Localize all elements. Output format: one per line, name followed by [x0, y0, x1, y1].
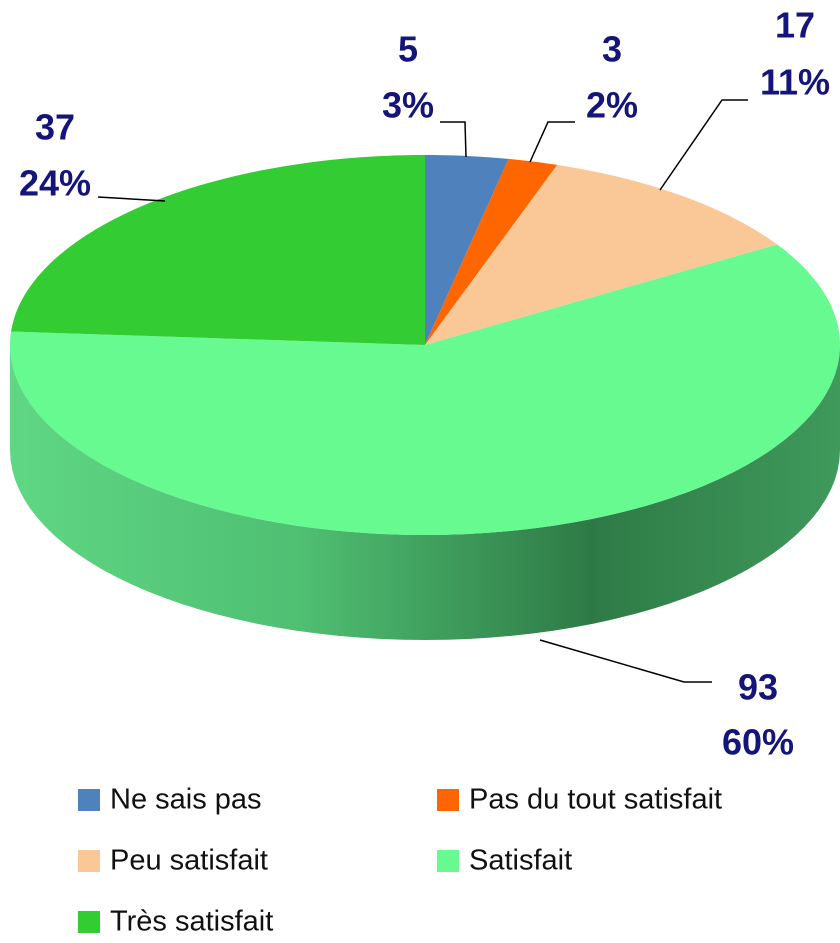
legend-swatch	[78, 789, 100, 811]
legend-label: Très satisfait	[110, 906, 273, 938]
leader-line	[97, 196, 166, 202]
legend-swatch	[437, 789, 459, 811]
slice-side	[10, 345, 840, 640]
slice	[11, 155, 425, 345]
legend: Ne sais pas Pas du tout satisfait Peu sati…	[78, 784, 722, 938]
legend-label: Satisfait	[469, 845, 572, 877]
percent-label: 60%	[722, 722, 794, 763]
leader-line	[440, 121, 467, 158]
pie-side	[10, 345, 840, 640]
legend-label: Peu satisfait	[110, 845, 268, 877]
legend-label: Ne sais pas	[110, 784, 262, 816]
leader-line	[659, 99, 748, 191]
leader-line	[539, 639, 712, 683]
slice	[10, 244, 840, 535]
percent-label: 11%	[760, 62, 830, 103]
pie-top	[10, 155, 840, 535]
legend-label: Pas du tout satisfait	[469, 784, 722, 816]
leader-line	[529, 121, 575, 163]
slice	[425, 164, 778, 345]
data-label: 5	[398, 29, 418, 70]
percent-label: 24%	[19, 163, 91, 204]
data-label: 17	[775, 5, 815, 46]
data-labels: 5 3% 3 2% 17 11% 93 60% 37 24%	[19, 5, 830, 763]
slice	[425, 155, 509, 345]
data-label: 93	[738, 667, 778, 708]
legend-swatch	[78, 911, 100, 933]
legend-swatch	[78, 850, 100, 872]
percent-label: 3%	[382, 85, 434, 126]
data-label: 3	[602, 29, 622, 70]
slice	[425, 158, 558, 345]
legend-swatch	[437, 850, 459, 872]
percent-label: 2%	[586, 85, 638, 126]
data-label: 37	[35, 107, 75, 148]
